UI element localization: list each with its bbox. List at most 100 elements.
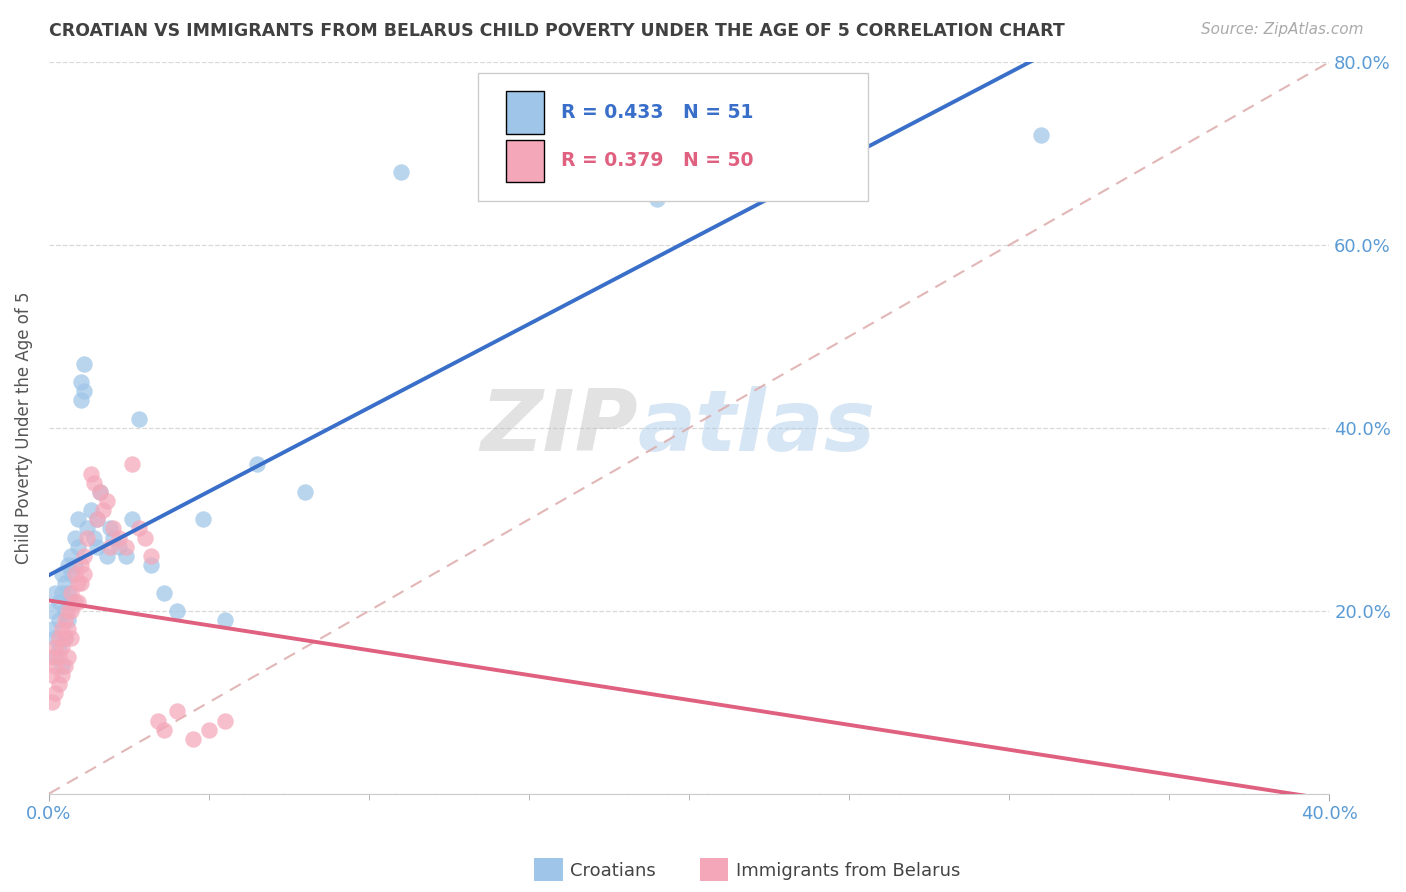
Text: R = 0.433   N = 51: R = 0.433 N = 51	[561, 103, 754, 122]
Point	[166, 705, 188, 719]
Point	[83, 531, 105, 545]
Point	[214, 714, 236, 728]
Point	[56, 558, 79, 572]
Point	[53, 576, 76, 591]
Point	[48, 640, 70, 655]
Point	[41, 604, 63, 618]
Point	[128, 521, 150, 535]
Point	[53, 658, 76, 673]
Point	[76, 531, 98, 545]
Point	[73, 384, 96, 399]
Text: Immigrants from Belarus: Immigrants from Belarus	[735, 862, 960, 880]
Point	[70, 558, 93, 572]
Point	[60, 567, 83, 582]
Point	[73, 549, 96, 563]
Point	[63, 558, 86, 572]
Point	[44, 640, 66, 655]
Point	[60, 549, 83, 563]
Point	[44, 658, 66, 673]
Point	[198, 723, 221, 737]
Point	[60, 631, 83, 645]
Point	[66, 594, 89, 608]
Point	[48, 631, 70, 645]
Point	[141, 558, 163, 572]
Point	[389, 165, 412, 179]
Point	[73, 567, 96, 582]
Point	[98, 540, 121, 554]
Point	[79, 467, 101, 481]
Point	[86, 512, 108, 526]
Point	[101, 531, 124, 545]
Point	[70, 375, 93, 389]
Y-axis label: Child Poverty Under the Age of 5: Child Poverty Under the Age of 5	[15, 292, 32, 564]
Point	[79, 503, 101, 517]
Text: Croatians: Croatians	[569, 862, 655, 880]
Point	[44, 585, 66, 599]
Point	[56, 613, 79, 627]
Point	[146, 714, 169, 728]
Point	[44, 631, 66, 645]
Point	[56, 622, 79, 636]
Point	[56, 649, 79, 664]
Point	[114, 549, 136, 563]
Point	[153, 585, 176, 599]
Point	[1031, 128, 1053, 143]
Point	[108, 531, 131, 545]
Point	[89, 484, 111, 499]
Point	[134, 531, 156, 545]
FancyBboxPatch shape	[478, 73, 869, 201]
Point	[121, 512, 143, 526]
Point	[51, 585, 73, 599]
Point	[66, 540, 89, 554]
Point	[121, 458, 143, 472]
Point	[48, 613, 70, 627]
Point	[645, 192, 668, 206]
Point	[63, 531, 86, 545]
Point	[101, 521, 124, 535]
Point	[83, 475, 105, 490]
Point	[41, 695, 63, 709]
Point	[96, 494, 118, 508]
Point	[53, 631, 76, 645]
Point	[48, 649, 70, 664]
Point	[214, 613, 236, 627]
Point	[60, 585, 83, 599]
Point	[108, 540, 131, 554]
Point	[246, 458, 269, 472]
Text: R = 0.379   N = 50: R = 0.379 N = 50	[561, 152, 754, 170]
Point	[41, 668, 63, 682]
Point	[89, 484, 111, 499]
Point	[96, 549, 118, 563]
Point	[41, 622, 63, 636]
FancyBboxPatch shape	[506, 140, 544, 182]
Point	[114, 540, 136, 554]
Point	[141, 549, 163, 563]
Point	[181, 731, 204, 746]
Point	[66, 512, 89, 526]
Point	[56, 585, 79, 599]
Point	[53, 604, 76, 618]
Point	[48, 594, 70, 608]
Point	[76, 521, 98, 535]
Point	[48, 677, 70, 691]
Point	[56, 604, 79, 618]
Text: CROATIAN VS IMMIGRANTS FROM BELARUS CHILD POVERTY UNDER THE AGE OF 5 CORRELATION: CROATIAN VS IMMIGRANTS FROM BELARUS CHIL…	[49, 22, 1064, 40]
Point	[51, 622, 73, 636]
Point	[86, 540, 108, 554]
Point	[51, 658, 73, 673]
Text: atlas: atlas	[638, 386, 876, 469]
Point	[191, 512, 214, 526]
Point	[98, 521, 121, 535]
Point	[44, 686, 66, 700]
Point	[51, 567, 73, 582]
Text: Source: ZipAtlas.com: Source: ZipAtlas.com	[1201, 22, 1364, 37]
Point	[51, 668, 73, 682]
Point	[73, 357, 96, 371]
Point	[60, 604, 83, 618]
Point	[166, 604, 188, 618]
Point	[51, 640, 73, 655]
Point	[53, 613, 76, 627]
Point	[60, 594, 83, 608]
Point	[294, 484, 316, 499]
Point	[63, 594, 86, 608]
